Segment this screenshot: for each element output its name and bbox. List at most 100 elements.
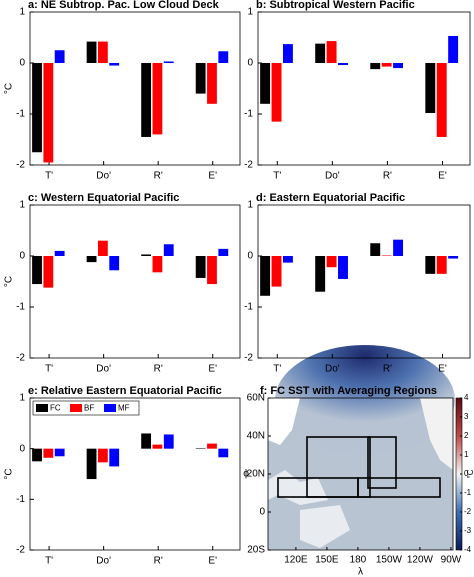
colorbar-tick-label: -3 xyxy=(464,526,472,535)
bar xyxy=(370,63,381,70)
y-tick-label: 1 xyxy=(19,7,25,18)
legend-swatch xyxy=(70,404,82,412)
x-tick-label: R' xyxy=(383,171,392,182)
bar xyxy=(425,256,436,274)
y-tick-label: 0 xyxy=(19,443,25,454)
bar xyxy=(152,63,163,135)
x-tick-label: Do' xyxy=(96,364,111,375)
bar xyxy=(381,63,392,67)
bar xyxy=(54,50,65,63)
x-tick-label: Do' xyxy=(96,171,111,182)
bar xyxy=(282,44,293,63)
x-tick-label: T' xyxy=(45,364,53,375)
y-axis-label: ϕ xyxy=(243,469,249,480)
y-tick-label: 1 xyxy=(19,200,25,211)
y-tick-label: -1 xyxy=(16,302,25,313)
x-tick-label: R' xyxy=(383,364,392,375)
bar xyxy=(86,448,97,480)
bar xyxy=(315,43,326,63)
x-tick-label: T' xyxy=(45,556,53,567)
x-tick-label: Do' xyxy=(325,364,340,375)
bar xyxy=(207,256,217,285)
y-tick-label: 1 xyxy=(247,7,253,18)
y-tick-label: 60N xyxy=(247,393,265,404)
bar xyxy=(326,41,337,63)
bar xyxy=(218,248,229,256)
bar xyxy=(54,448,65,457)
bar xyxy=(152,256,163,273)
x-tick-label: T' xyxy=(273,364,281,375)
x-tick-label: R' xyxy=(154,556,163,567)
y-tick-label: 0 xyxy=(259,507,265,518)
bar xyxy=(370,243,381,256)
plot-frame xyxy=(257,11,471,166)
bar xyxy=(218,448,229,458)
x-tick-label: Do' xyxy=(96,556,111,567)
bar xyxy=(32,256,42,285)
bar xyxy=(338,256,348,279)
panel-title: f: FC SST with Averaging Regions xyxy=(260,385,437,397)
colorbar-tick-label: -1 xyxy=(464,488,472,497)
bar xyxy=(381,255,392,256)
legend-label: MF xyxy=(118,404,130,413)
bar xyxy=(315,256,326,292)
y-tick-label: 0 xyxy=(247,251,253,262)
y-axis-label: °C xyxy=(4,468,15,479)
bar xyxy=(43,63,54,163)
panel-title: a: NE Subtrop. Pac. Low Cloud Deck xyxy=(28,0,220,11)
x-tick-label: 180 xyxy=(350,555,367,566)
bar xyxy=(393,63,404,69)
legend-swatch xyxy=(36,404,48,412)
x-tick-label: E' xyxy=(208,556,217,567)
bar xyxy=(207,443,217,449)
bar xyxy=(195,448,206,449)
bar xyxy=(97,448,108,463)
bar xyxy=(97,240,108,256)
plot-frame xyxy=(29,11,241,166)
bar xyxy=(425,63,436,113)
bar xyxy=(109,256,120,271)
panel-title: e: Relative Eastern Equatorial Pacific xyxy=(28,385,222,397)
bar xyxy=(448,35,459,63)
colorbar-tick-label: 4 xyxy=(464,393,469,402)
bar xyxy=(43,256,54,288)
panel-title: c: Western Equatorial Pacific xyxy=(28,192,179,204)
x-tick-label: R' xyxy=(154,364,163,375)
bar xyxy=(141,433,152,449)
y-tick-label: 0 xyxy=(247,58,253,69)
bar xyxy=(152,444,163,449)
y-tick-label: -1 xyxy=(244,109,253,120)
bar xyxy=(97,41,108,63)
y-tick-label: -2 xyxy=(16,545,25,556)
legend-label: BF xyxy=(84,404,94,413)
y-tick-label: 20S xyxy=(247,545,265,556)
plot-frame xyxy=(29,397,241,551)
bar xyxy=(282,256,293,263)
x-tick-label: E' xyxy=(208,171,217,182)
colorbar-label: °C xyxy=(466,469,474,478)
bar xyxy=(448,256,459,259)
bar xyxy=(436,256,447,274)
bar xyxy=(141,63,152,137)
bar xyxy=(54,250,65,256)
bar xyxy=(260,256,271,296)
x-tick-label: T' xyxy=(273,171,281,182)
x-tick-label: 120E xyxy=(284,555,308,566)
legend-swatch xyxy=(104,404,116,412)
bar xyxy=(218,51,229,63)
panel-title: d: Eastern Equatorial Pacific xyxy=(256,192,405,204)
bar xyxy=(163,244,174,256)
map-image xyxy=(268,345,455,550)
x-tick-label: T' xyxy=(45,171,53,182)
bar xyxy=(207,63,217,104)
bar xyxy=(163,61,174,63)
colorbar-tick-label: -4 xyxy=(464,545,472,554)
bar xyxy=(436,63,447,137)
x-tick-label: E' xyxy=(438,364,447,375)
x-tick-label: 90W xyxy=(441,555,462,566)
bar xyxy=(109,448,120,467)
bar xyxy=(86,256,97,263)
bar xyxy=(43,448,54,458)
y-tick-label: -1 xyxy=(16,109,25,120)
